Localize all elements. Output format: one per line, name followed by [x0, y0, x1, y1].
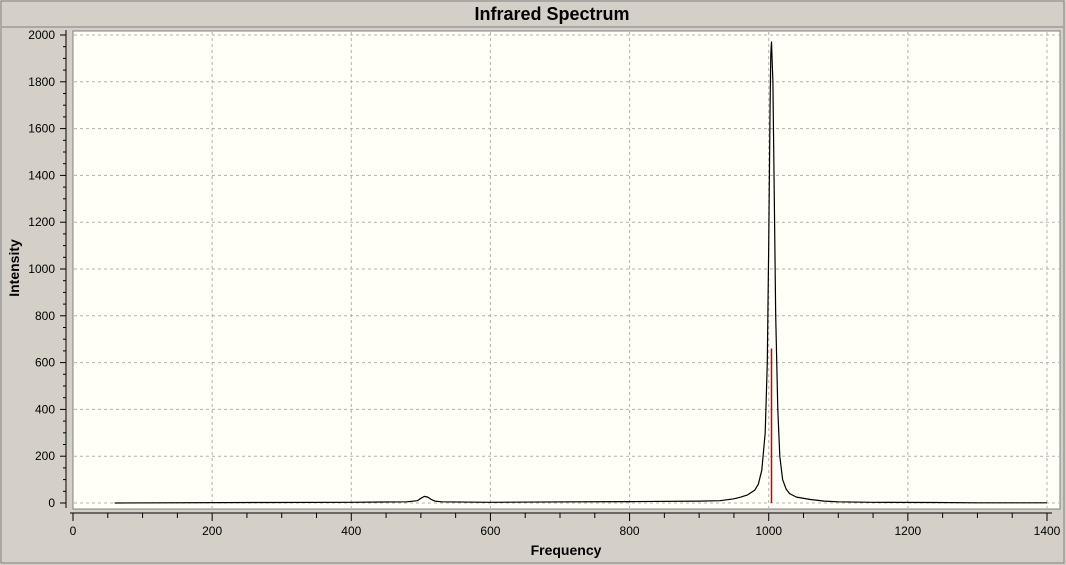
chart-title: Infrared Spectrum — [474, 4, 629, 24]
y-tick-label: 400 — [35, 402, 55, 416]
gridlines — [74, 32, 1059, 508]
y-tick-label: 1600 — [28, 122, 55, 136]
y-tick-label: 200 — [35, 449, 55, 463]
y-tick-label: 1800 — [28, 75, 55, 89]
spectrum-line — [114, 41, 1047, 504]
y-tick-label: 800 — [35, 309, 55, 323]
x-tick-label: 800 — [620, 524, 640, 538]
plot-area — [72, 30, 1061, 510]
axes: 0 200 400 600 800 1000 1200 1400 1600 1800 2000 0 20… — [28, 28, 1060, 538]
series-layer — [114, 41, 1047, 504]
title-bar — [2, 2, 1063, 27]
x-tick-label: 400 — [341, 524, 361, 538]
y-tick-label: 0 — [48, 496, 55, 510]
y-tick-label: 1200 — [28, 215, 55, 229]
y-tick-label: 1400 — [28, 168, 55, 182]
x-tick-label: 1000 — [755, 524, 782, 538]
x-tick-label: 1200 — [895, 524, 922, 538]
y-tick-label: 1000 — [28, 262, 55, 276]
x-tick-label: 600 — [480, 524, 500, 538]
x-tick-label: 0 — [70, 524, 77, 538]
y-tick-label: 2000 — [28, 28, 55, 42]
x-tick-label: 200 — [202, 524, 222, 538]
y-axis-title: Intensity — [6, 239, 22, 297]
y-tick-label: 600 — [35, 356, 55, 370]
x-axis-title: Frequency — [531, 542, 602, 558]
x-tick-label: 1400 — [1034, 524, 1061, 538]
